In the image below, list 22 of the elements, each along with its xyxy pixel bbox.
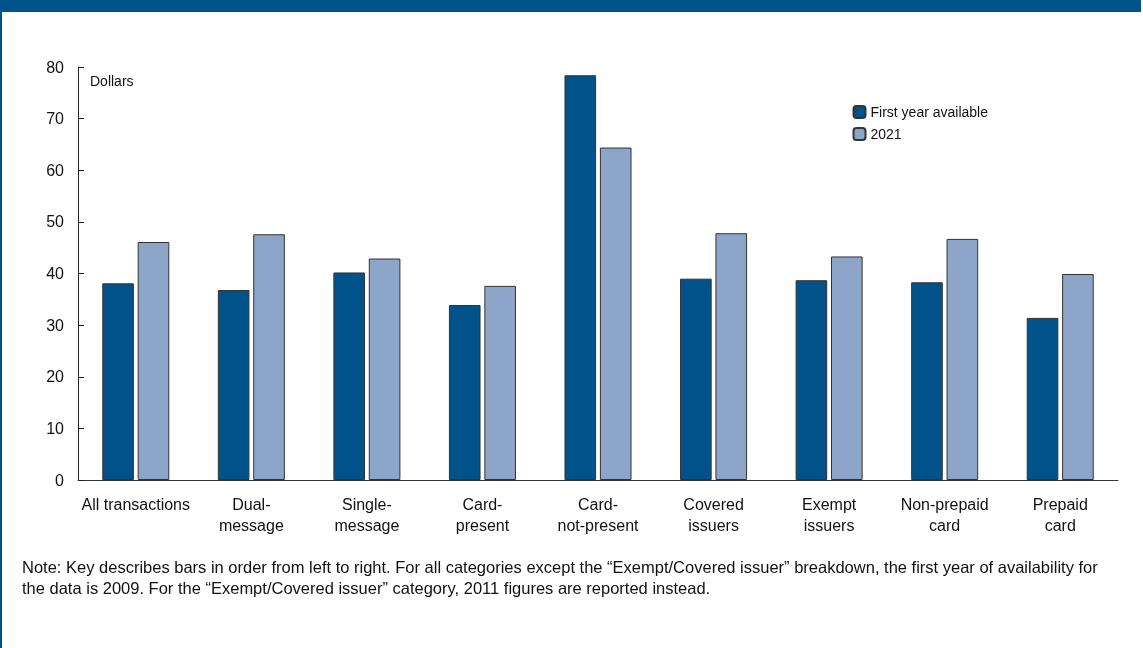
y-axis-title: Dollars: [90, 73, 134, 89]
x-tick-label: Single- message: [334, 496, 400, 534]
y-tick-label: 50: [46, 213, 65, 231]
y-tick-label: 30: [46, 316, 65, 334]
legend-label: First year available: [870, 104, 989, 120]
y-tick-label: 20: [46, 368, 65, 386]
y-tick-label: 0: [55, 471, 65, 489]
x-tick-label: All transactions: [81, 496, 191, 513]
y-tick-label: 70: [46, 110, 65, 128]
x-tick-label: Card- present: [455, 496, 510, 534]
x-tick-label: Covered issuers: [683, 496, 744, 534]
y-tick-label: 10: [46, 419, 65, 437]
y-tick-label: 80: [46, 58, 65, 76]
y-tick-label: 40: [46, 265, 65, 282]
x-tick-label: Non-prepaid card: [900, 496, 989, 534]
x-tick-label: Dual- message: [218, 496, 284, 534]
x-tick-label: Exempt issuers: [801, 496, 857, 534]
y-tick-label: 60: [46, 161, 65, 179]
x-tick-label: Prepaid card: [1032, 496, 1088, 534]
x-tick-label: Card- not-present: [557, 496, 640, 534]
text: Note: Key describes bars in order from left to right. For all categories except the “Exempt/Covered issuer” breakdown, the first year of availability for the data is 2009. For the “Exempt/Covered issuer” category, 2011 figures are reported instead.: [22, 557, 1099, 599]
legend-label: 2021: [870, 126, 902, 142]
